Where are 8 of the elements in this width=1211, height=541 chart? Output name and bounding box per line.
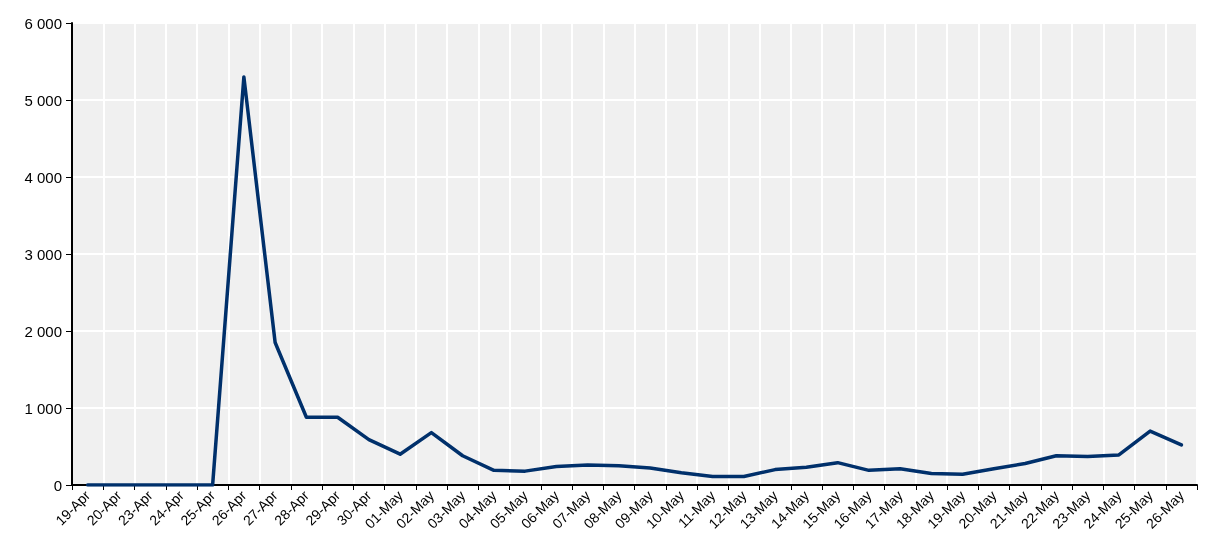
y-tick-label: 0 (53, 476, 62, 494)
y-tick-label: 5 000 (24, 91, 62, 109)
y-tick-label: 3 000 (24, 245, 62, 263)
y-tick-label: 4 000 (24, 168, 62, 186)
y-tick-label: 6 000 (24, 14, 62, 32)
y-tick-label: 2 000 (24, 322, 62, 340)
y-tick-label: 1 000 (24, 399, 62, 417)
line-series (85, 75, 1184, 487)
